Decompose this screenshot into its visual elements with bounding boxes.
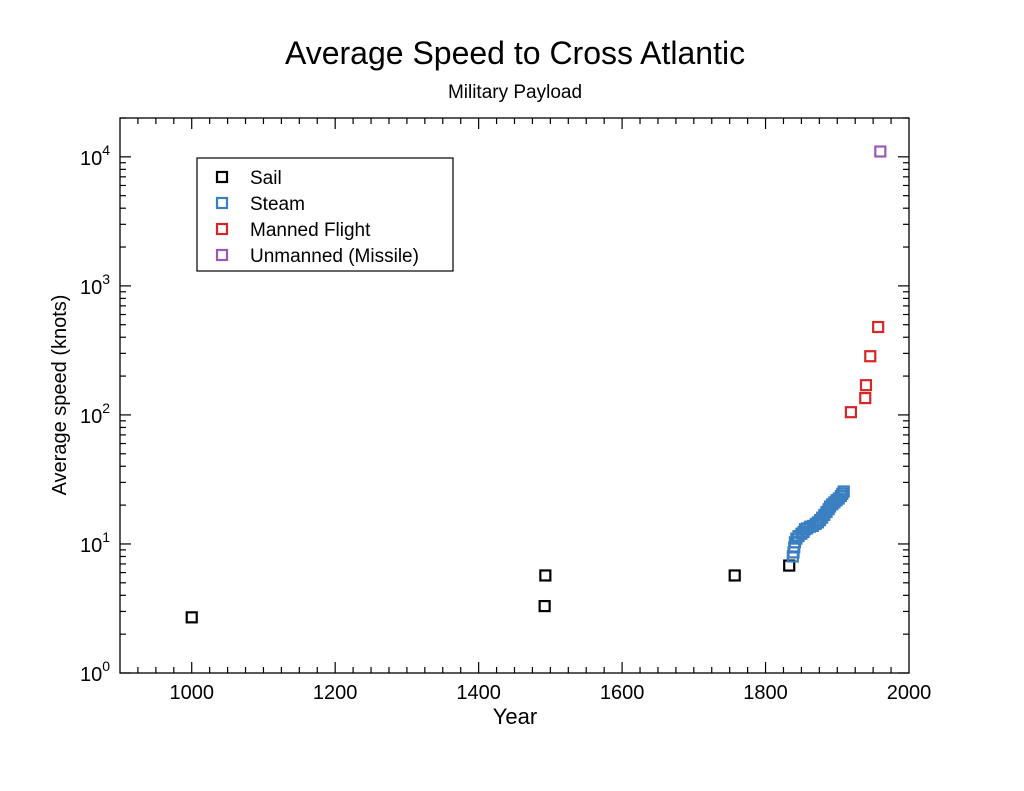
plot-frame	[119, 117, 910, 674]
axes-group: 1000 1200 1400 1600 1800 2000 100 101 102 103 104	[80, 117, 932, 704]
legend-marker-steam	[215, 196, 229, 210]
x-tick-label: 1200	[313, 682, 358, 704]
x-tick-label: 1000	[169, 682, 214, 704]
manned-flight-point	[844, 406, 858, 419]
manned-flight-point	[872, 320, 885, 334]
legend-marker-manned-flight	[215, 222, 229, 236]
x-tick-label: 1400	[456, 682, 501, 704]
y-tick-label: 104	[80, 142, 110, 170]
chart-title: Average Speed to Cross Atlantic	[285, 35, 745, 71]
legend-label-manned-flight: Manned Flight	[250, 220, 371, 241]
legend: Sail Steam Manned Flight Unmanned (Missile)	[196, 157, 454, 272]
y-tick-label: 102	[80, 400, 110, 428]
chart-subtitle: Military Payload	[448, 82, 582, 103]
manned-flight-point	[864, 350, 877, 363]
sail-point	[538, 599, 551, 613]
legend-box	[196, 157, 454, 272]
legend-label-unmanned-missile: Unmanned (Missile)	[250, 246, 419, 267]
x-tick-label: 2000	[887, 682, 932, 704]
x-tick-label: 1800	[743, 682, 788, 704]
legend-marker-unmanned-missile	[215, 248, 229, 262]
y-tick-label: 103	[80, 271, 110, 299]
legend-label-steam: Steam	[250, 194, 305, 215]
y-axis-label: Average speed (knots)	[49, 295, 71, 496]
legend-label-sail: Sail	[250, 168, 282, 189]
data-points	[185, 145, 887, 624]
steam-point	[788, 536, 802, 549]
legend-marker-sail	[215, 170, 229, 184]
steam-point	[836, 487, 849, 500]
unmanned-missile-point	[874, 145, 887, 158]
manned-flight-point	[859, 379, 873, 392]
x-axis-label: Year	[493, 704, 537, 729]
sail-point	[728, 569, 741, 582]
sail-point	[185, 611, 198, 624]
sail-point	[539, 569, 552, 582]
manned-flight-point	[859, 392, 872, 405]
y-tick-label: 100	[80, 658, 110, 686]
y-tick-label: 101	[80, 529, 110, 557]
x-tick-label: 1600	[600, 682, 645, 704]
steam-point	[837, 485, 850, 498]
